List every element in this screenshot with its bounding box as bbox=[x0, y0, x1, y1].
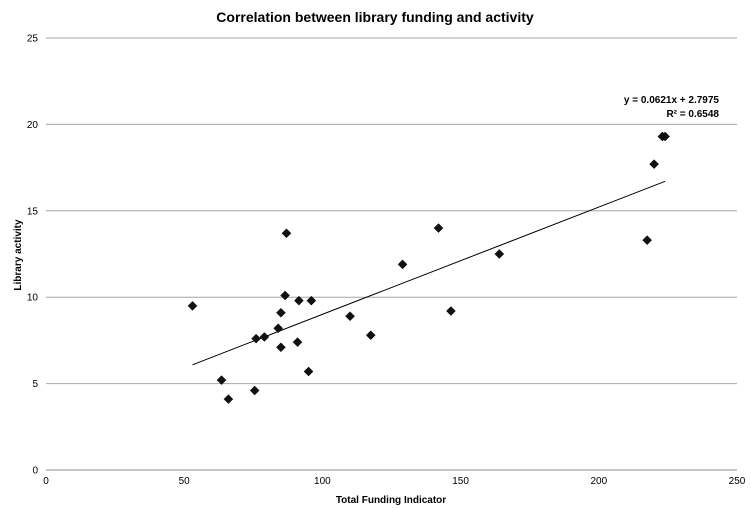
data-point bbox=[649, 159, 659, 169]
data-point bbox=[216, 375, 227, 385]
data-point bbox=[281, 228, 292, 239]
data-point bbox=[433, 223, 444, 233]
data-point bbox=[259, 332, 270, 342]
gridlines bbox=[46, 37, 737, 385]
data-points bbox=[187, 131, 670, 405]
y-tick-label: 15 bbox=[27, 206, 39, 217]
trendline bbox=[192, 180, 666, 366]
x-tick-labels: 0 50 100 150 200 250 bbox=[43, 476, 746, 487]
data-point bbox=[249, 385, 260, 396]
data-point bbox=[494, 249, 505, 259]
y-tick-label: 0 bbox=[32, 466, 38, 477]
data-point bbox=[294, 295, 304, 306]
data-point bbox=[345, 311, 355, 322]
x-tick-label: 0 bbox=[43, 476, 49, 487]
data-point bbox=[273, 323, 284, 334]
trendline-equation: y = 0.0621x + 2.7975 bbox=[624, 95, 720, 106]
data-point bbox=[365, 330, 376, 341]
data-point bbox=[187, 300, 198, 311]
data-point bbox=[397, 259, 408, 270]
y-tick-label: 5 bbox=[32, 379, 38, 390]
x-tick-label: 250 bbox=[729, 476, 746, 487]
data-point bbox=[303, 366, 314, 377]
y-axis-label: Library activity bbox=[13, 219, 24, 291]
x-tick-label: 100 bbox=[314, 476, 331, 487]
x-axis-label: Total Funding Indicator bbox=[336, 495, 446, 506]
y-tick-label: 20 bbox=[27, 120, 39, 131]
y-tick-label: 25 bbox=[27, 34, 39, 45]
data-point bbox=[276, 342, 286, 353]
data-point bbox=[280, 290, 290, 301]
data-point bbox=[251, 333, 261, 344]
x-tick-label: 200 bbox=[590, 476, 607, 487]
data-point bbox=[223, 394, 234, 405]
data-point bbox=[642, 235, 653, 246]
trendline-r2: R² = 0.6548 bbox=[666, 109, 719, 120]
data-point bbox=[276, 307, 286, 318]
chart-title: Correlation between library funding and … bbox=[216, 9, 534, 25]
data-point bbox=[306, 295, 317, 306]
y-tick-label: 10 bbox=[27, 293, 39, 304]
x-tick-label: 150 bbox=[452, 476, 469, 487]
data-point bbox=[292, 337, 303, 347]
x-tick-label: 50 bbox=[179, 476, 191, 487]
data-point bbox=[446, 306, 456, 316]
y-tick-labels: 0 5 10 15 20 25 bbox=[27, 34, 39, 477]
data-point bbox=[660, 131, 670, 142]
